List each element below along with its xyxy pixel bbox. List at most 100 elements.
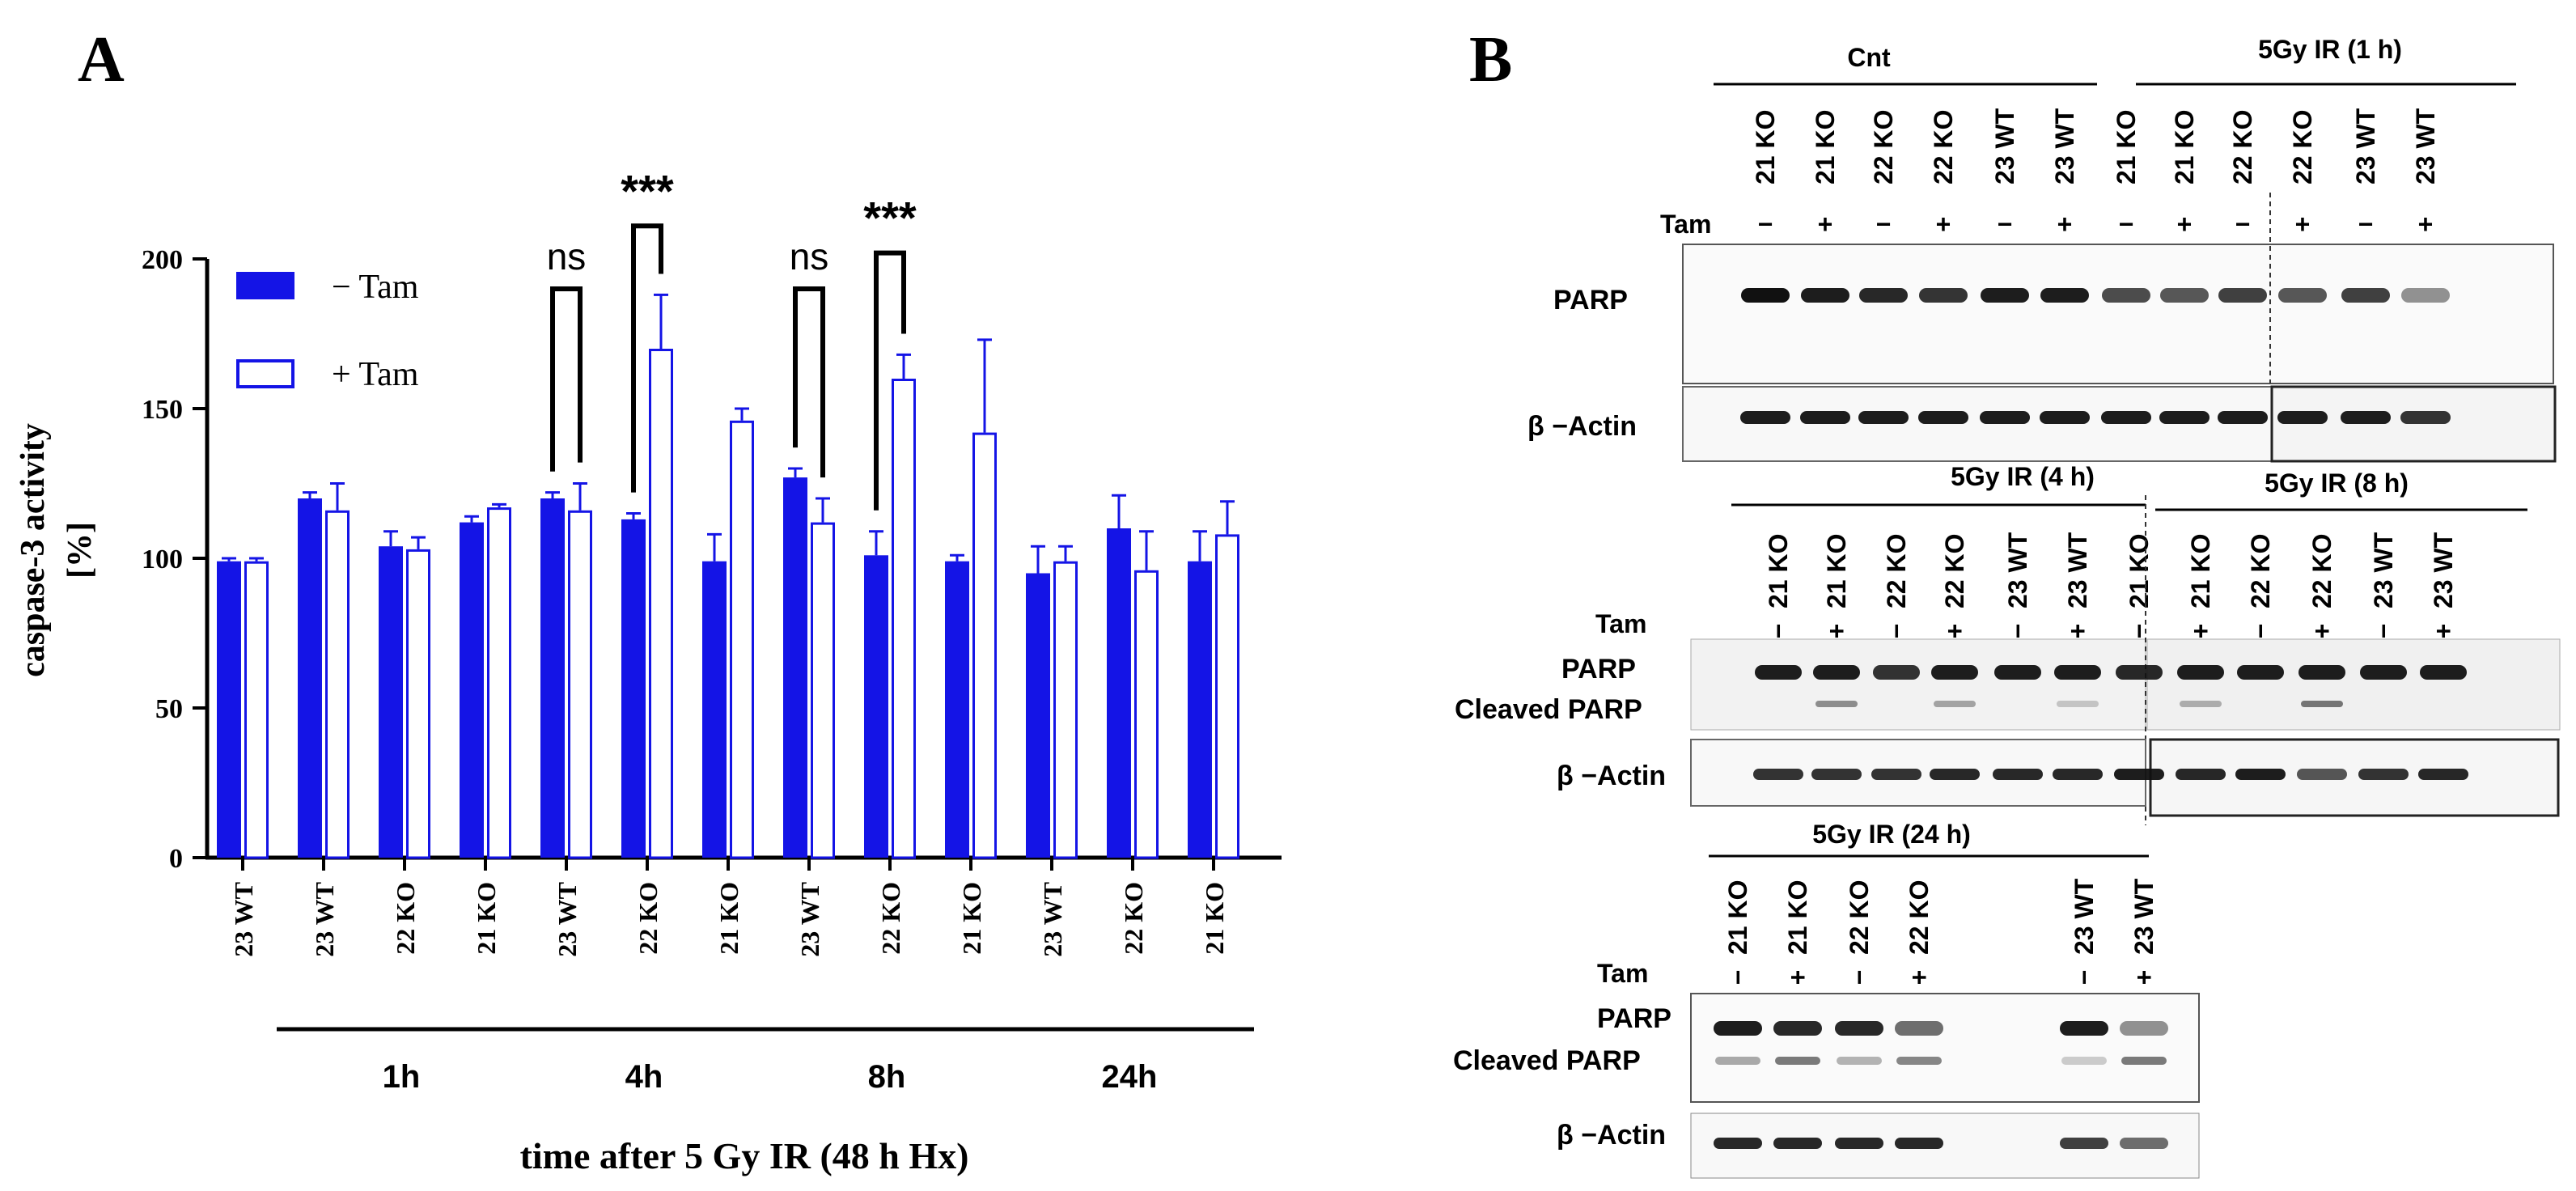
cleaved-parp-blot2-band-3	[1934, 701, 1976, 707]
bar-minus-tam-10	[1026, 573, 1050, 858]
parp-blot2-band-3	[1931, 665, 1978, 680]
cleaved-parp-blot3-band-3	[1896, 1057, 1942, 1065]
cleaved-parp-label-blot3: Cleaved PARP	[1453, 1045, 1641, 1076]
x-tick-label-8: 22 KO	[876, 882, 905, 955]
bar-plus-tam-10	[1053, 561, 1078, 859]
parp-blot1-band-3	[1919, 288, 1968, 303]
tam-sign-3: +	[1940, 624, 1969, 639]
actin-blot2-band-10	[2358, 769, 2409, 780]
header-ir-8h: 5Gy IR (8 h)	[2265, 468, 2409, 498]
tam-sign-1: +	[1822, 624, 1851, 639]
actin-blot1-band-11	[2400, 411, 2451, 424]
cleaved-parp-blot3-band-0	[1715, 1057, 1760, 1065]
panel-a: A caspase-3 activity [%] 0 50 100 150 200 23…	[15, 24, 1282, 1176]
parp-blot2-band-0	[1755, 665, 1802, 680]
tam-sign-7: +	[2186, 624, 2215, 639]
x-tick-label-4: 23 WT	[553, 882, 582, 957]
actin-label-blot1: β −Actin	[1527, 411, 1637, 442]
tam-sign-7: +	[2177, 210, 2193, 239]
header-ir-4h: 5Gy IR (4 h)	[1951, 462, 2095, 491]
cleaved-parp-blot3-band-1	[1775, 1057, 1820, 1065]
lane-label-6: 21 KO	[2112, 110, 2141, 184]
actin-blot2-band-5	[2053, 769, 2103, 780]
parp-blot2-band-1	[1813, 665, 1860, 680]
lane-label-7: 21 KO	[2186, 534, 2215, 608]
bar-plus-tam-12	[1215, 534, 1239, 859]
bar-plus-tam-0	[244, 561, 269, 859]
significance-label-0: ns	[547, 235, 587, 278]
bar-minus-tam-5	[621, 519, 646, 858]
significance-label-3: ***	[863, 193, 917, 244]
parp-label-blot1: PARP	[1553, 285, 1628, 316]
x-axis-title: time after 5 Gy IR (48 h Hx)	[520, 1135, 969, 1176]
lane-label-5: 23 WT	[2063, 532, 2092, 608]
actin-blot2-band-3	[1930, 769, 1980, 780]
lane-label-2: 22 KO	[1882, 534, 1911, 608]
bar-minus-tam-12	[1188, 561, 1212, 858]
parp-blot1-band-1	[1801, 288, 1849, 303]
actin-blot2-band-8	[2235, 769, 2286, 780]
parp-blot3-band-0	[1714, 1021, 1762, 1036]
tam-label-blot1: Tam	[1660, 210, 1711, 239]
x-tick-label-6: 21 KO	[714, 882, 744, 955]
actin-blot2-band-0	[1753, 769, 1803, 780]
bar-minus-tam-0	[217, 561, 241, 858]
cleaved-parp-blot2-band-5	[2057, 701, 2099, 707]
parp-blot2-band-7	[2177, 665, 2224, 680]
x-tick-label-0: 23 WT	[229, 882, 258, 957]
tam-label-blot2: Tam	[1595, 609, 1646, 638]
x-tick-label-12: 21 KO	[1200, 882, 1229, 955]
lane-label-9: 22 KO	[2288, 110, 2317, 184]
actin-blot1-band-7	[2159, 411, 2210, 424]
lane-label-1: 21 KO	[1783, 880, 1812, 955]
lane-label-1: 21 KO	[1811, 110, 1840, 184]
actin-blot2-band-11	[2418, 769, 2468, 780]
legend: − Tam + Tam	[236, 269, 419, 393]
actin-blot2-band-9	[2297, 769, 2347, 780]
actin-blot3-band-1	[1773, 1138, 1822, 1149]
lane-label-1: 21 KO	[1822, 534, 1851, 608]
x-tick-label-7: 23 WT	[795, 882, 824, 957]
lane-label-6: 21 KO	[2125, 534, 2154, 608]
bar-plus-tam-2	[406, 549, 430, 859]
tam-sign-2: −	[1845, 970, 1874, 985]
lane-label-5: 23 WT	[2050, 108, 2079, 184]
lane-label-8: 22 KO	[2228, 110, 2257, 184]
actin-blot1-band-5	[2040, 411, 2090, 424]
parp-blot2-band-2	[1873, 665, 1920, 680]
parp-blot2-band-11	[2420, 665, 2467, 680]
actin-blot2-band-1	[1811, 769, 1862, 780]
tam-sign-0: −	[1723, 970, 1752, 985]
significance-bracket-3	[874, 250, 906, 511]
tam-sign-0: −	[1764, 624, 1793, 639]
tam-sign-4: −	[1998, 210, 2013, 239]
y-tick-label-50: 50	[155, 694, 183, 724]
actin-blot2-band-7	[2176, 769, 2226, 780]
cleaved-parp-blot2-band-1	[1815, 701, 1858, 707]
tam-sign-6: −	[2125, 624, 2154, 639]
lane-label-5: 23 WT	[2129, 878, 2159, 955]
parp-blot1-band-2	[1859, 288, 1908, 303]
group-label-8h: 8h	[868, 1059, 906, 1095]
cleaved-parp-blot3-band-4	[2061, 1057, 2107, 1065]
tam-sign-8: −	[2235, 210, 2251, 239]
bar-plus-tam-5	[649, 349, 673, 859]
tam-sign-1: +	[1818, 210, 1833, 239]
parp-blot3-band-4	[2060, 1021, 2108, 1036]
parp-blot2-band-5	[2054, 665, 2101, 680]
bar-plus-tam-9	[972, 432, 997, 859]
cleaved-parp-blot2-band-9	[2301, 701, 2343, 707]
bar-minus-tam-7	[783, 477, 807, 858]
bar-plus-tam-7	[811, 522, 835, 859]
x-tick-label-3: 21 KO	[472, 882, 501, 955]
y-axis-title: caspase-3 activity	[15, 423, 52, 677]
bar-minus-tam-3	[460, 522, 484, 858]
lane-label-9: 22 KO	[2307, 534, 2337, 608]
parp-blot2-band-4	[1994, 665, 2041, 680]
significance-label-2: ns	[790, 235, 829, 278]
cleaved-parp-blot2-band-7	[2180, 701, 2222, 707]
tam-sign-0: −	[1758, 210, 1773, 239]
bar-minus-tam-8	[864, 555, 888, 858]
y-tick-label-100: 100	[142, 545, 183, 574]
header-cnt: Cnt	[1847, 43, 1891, 72]
